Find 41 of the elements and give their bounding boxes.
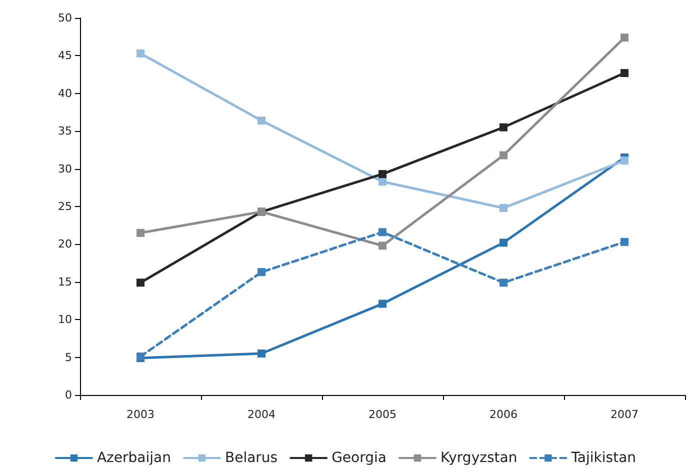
y-tick-label: 25: [58, 200, 72, 213]
point: [136, 228, 144, 237]
x-tick-label: 2007: [610, 408, 638, 421]
legend-label: Azerbaijan: [96, 450, 171, 466]
legend-label: Tajikistan: [570, 450, 636, 466]
y-tick-label: 10: [58, 313, 72, 326]
legend-label: Belarus: [224, 450, 278, 466]
point: [378, 228, 386, 236]
point: [378, 242, 386, 250]
y-tick-label: 5: [65, 350, 72, 364]
y-tick-label: 15: [58, 275, 72, 288]
point: [500, 278, 508, 287]
point: [378, 300, 386, 308]
x-tick-label: 2004: [248, 408, 276, 421]
point: [136, 278, 144, 287]
y-tick-label: 20: [58, 238, 72, 251]
legend-label: Kyrgyzstan: [440, 450, 518, 466]
x-tick-label: 2005: [368, 408, 396, 421]
x-tick-label: 2006: [490, 408, 518, 421]
point: [620, 69, 628, 78]
point: [378, 170, 386, 178]
legend-label: Georgia: [332, 450, 386, 466]
point: [378, 178, 386, 186]
x-tick-label: 2003: [126, 408, 154, 421]
point: [258, 268, 266, 276]
point: [500, 123, 508, 132]
y-tick-label: 50: [58, 12, 72, 24]
y-tick-label: 35: [58, 124, 72, 138]
point: [500, 204, 508, 212]
y-tick-label: 45: [58, 49, 72, 62]
point: [620, 238, 628, 246]
y-tick-label: 30: [58, 162, 72, 176]
point: [258, 350, 266, 358]
point: [258, 116, 266, 125]
y-tick-label: 40: [58, 86, 72, 100]
point: [136, 49, 144, 58]
point: [500, 238, 508, 247]
point: [620, 34, 628, 42]
point: [620, 156, 628, 165]
point: [500, 151, 508, 160]
y-tick-label: 0: [65, 388, 72, 402]
